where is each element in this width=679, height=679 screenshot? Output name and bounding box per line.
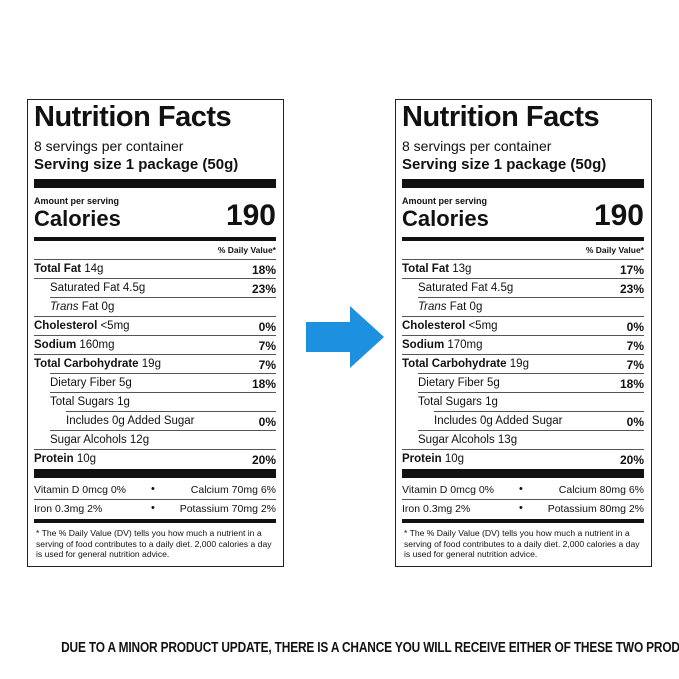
servings-per-container: 8 servings per container	[34, 138, 184, 154]
cholesterol-row: Cholesterol <5mg	[34, 320, 130, 332]
servings-per-container: 8 servings per container	[402, 138, 552, 154]
total-carb-dv: 7%	[258, 358, 276, 372]
iron: Iron 0.3mg 2%	[34, 503, 103, 515]
cholesterol-dv: 0%	[258, 320, 276, 334]
total-sugars-row: Total Sugars 1g	[50, 396, 130, 408]
saturated-fat-row: Saturated Fat 4.5g	[418, 282, 514, 294]
protein-row: Protein 10g	[34, 453, 97, 465]
cholesterol-row: Cholesterol <5mg	[402, 320, 498, 332]
arrow-right-icon	[306, 306, 384, 368]
amount-per-serving: Amount per serving	[402, 196, 488, 206]
label-title: Nutrition Facts	[34, 101, 232, 133]
amount-per-serving: Amount per serving	[34, 196, 120, 206]
total-carb-row: Total Carbohydrate 19g	[34, 358, 161, 370]
total-fat-dv: 18%	[251, 263, 276, 277]
potassium: Potassium 70mg 2%	[179, 503, 276, 515]
added-sugar-dv: 0%	[258, 415, 276, 429]
sodium-dv: 7%	[258, 339, 276, 353]
serving-size: Serving size 1 package (50g)	[34, 156, 239, 173]
sugar-alcohols-row: Sugar Alcohols 12g	[50, 434, 150, 446]
dietary-fiber-row: Dietary Fiber 5g	[418, 377, 500, 389]
calories-value: 190	[593, 199, 644, 232]
sodium-row: Sodium 160mg	[34, 339, 115, 351]
calcium: Calcium 80mg 6%	[558, 484, 644, 496]
protein-dv: 20%	[619, 453, 644, 467]
calcium: Calcium 70mg 6%	[190, 484, 276, 496]
protein-dv: 20%	[251, 453, 276, 467]
iron: Iron 0.3mg 2%	[402, 503, 471, 515]
serving-size: Serving size 1 package (50g)	[402, 156, 607, 173]
saturated-fat-dv: 23%	[619, 282, 644, 296]
saturated-fat-dv: 23%	[251, 282, 276, 296]
protein-row: Protein 10g	[402, 453, 465, 465]
sodium-dv: 7%	[626, 339, 644, 353]
thick-divider	[402, 179, 644, 188]
label-title: Nutrition Facts	[402, 101, 600, 133]
calories-value: 190	[225, 199, 276, 232]
total-sugars-row: Total Sugars 1g	[418, 396, 498, 408]
total-carb-dv: 7%	[626, 358, 644, 372]
medium-divider	[402, 237, 644, 241]
vitamin-d: Vitamin D 0mcg 0%	[402, 484, 495, 496]
total-carb-row: Total Carbohydrate 19g	[402, 358, 529, 370]
footnote-divider	[402, 519, 644, 523]
thick-divider	[34, 179, 276, 188]
trans-fat-row: Trans Fat 0g	[418, 301, 483, 313]
sugar-alcohols-row: Sugar Alcohols 13g	[418, 434, 518, 446]
dietary-fiber-dv: 18%	[619, 377, 644, 391]
added-sugar-row: Includes 0g Added Sugar	[66, 415, 195, 427]
cholesterol-dv: 0%	[626, 320, 644, 334]
total-fat-dv: 17%	[619, 263, 644, 277]
added-sugar-dv: 0%	[626, 415, 644, 429]
added-sugar-row: Includes 0g Added Sugar	[434, 415, 563, 427]
nutrition-label-old: Nutrition Facts 8 servings per container…	[27, 99, 284, 567]
sodium-row: Sodium 170mg	[402, 339, 483, 351]
calories-label: Calories	[34, 206, 121, 231]
nutrition-label-new: Nutrition Facts 8 servings per container…	[395, 99, 652, 567]
medium-divider	[34, 237, 276, 241]
dietary-fiber-row: Dietary Fiber 5g	[50, 377, 132, 389]
total-fat-row: Total Fat 13g	[402, 263, 472, 275]
saturated-fat-row: Saturated Fat 4.5g	[50, 282, 146, 294]
dietary-fiber-dv: 18%	[251, 377, 276, 391]
product-update-notice: DUE TO A MINOR PRODUCT UPDATE, THERE IS …	[61, 640, 679, 656]
total-fat-row: Total Fat 14g	[34, 263, 104, 275]
footnote: * The % Daily Value (DV) tells you how m…	[404, 528, 640, 559]
calories-label: Calories	[402, 206, 489, 231]
potassium: Potassium 80mg 2%	[547, 503, 644, 515]
daily-value-header: % Daily Value*	[217, 245, 276, 255]
trans-fat-row: Trans Fat 0g	[50, 301, 115, 313]
footnote-divider	[34, 519, 276, 523]
daily-value-header: % Daily Value*	[585, 245, 644, 255]
footnote: * The % Daily Value (DV) tells you how m…	[36, 528, 272, 559]
thick-divider-bottom	[402, 469, 644, 478]
vitamin-d: Vitamin D 0mcg 0%	[34, 484, 127, 496]
thick-divider-bottom	[34, 469, 276, 478]
